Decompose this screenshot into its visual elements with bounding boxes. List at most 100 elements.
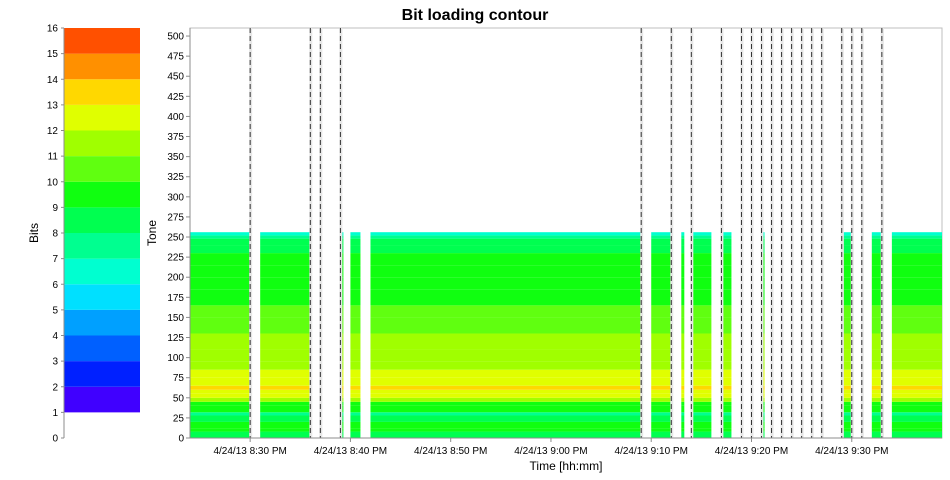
heatmap-band bbox=[691, 253, 712, 266]
heatmap-band bbox=[370, 415, 642, 422]
heatmap-band bbox=[891, 265, 942, 278]
heatmap-band bbox=[691, 415, 712, 422]
heatmap-band bbox=[260, 412, 311, 416]
heatmap-band bbox=[350, 289, 361, 306]
heatmap-band bbox=[350, 393, 361, 398]
heatmap-band bbox=[841, 421, 852, 429]
colorbar-tick-label: 16 bbox=[47, 24, 59, 35]
heatmap-band bbox=[350, 238, 361, 246]
heatmap-band bbox=[350, 265, 361, 278]
heatmap-band bbox=[651, 232, 672, 236]
heatmap-band bbox=[841, 349, 852, 362]
heatmap-band bbox=[681, 238, 685, 246]
heatmap-band bbox=[370, 277, 642, 290]
y-tick-label: 50 bbox=[173, 393, 185, 404]
heatmap-band bbox=[370, 397, 642, 402]
heatmap-band bbox=[721, 421, 732, 429]
heatmap-band bbox=[350, 389, 361, 394]
heatmap-band bbox=[651, 235, 672, 239]
heatmap-band bbox=[651, 415, 672, 422]
heatmap-band bbox=[651, 253, 672, 266]
heatmap-band bbox=[841, 317, 852, 334]
heatmap-band bbox=[260, 369, 311, 378]
heatmap-band bbox=[691, 393, 712, 398]
heatmap-band bbox=[891, 397, 942, 402]
heatmap-band bbox=[891, 401, 942, 406]
heatmap-band bbox=[891, 277, 942, 290]
heatmap-band bbox=[260, 377, 311, 386]
heatmap-band bbox=[681, 401, 685, 406]
heatmap-band bbox=[651, 245, 672, 254]
heatmap-band bbox=[681, 412, 685, 416]
heatmap-band bbox=[871, 289, 882, 306]
heatmap-band bbox=[681, 415, 685, 422]
heatmap-band bbox=[691, 245, 712, 254]
heatmap-band bbox=[681, 232, 685, 236]
colorbar-tick-label: 2 bbox=[52, 382, 58, 393]
heatmap-band bbox=[350, 415, 361, 422]
heatmap-band bbox=[721, 369, 732, 378]
x-tick-label: 4/24/13 8:30 PM bbox=[213, 446, 286, 457]
heatmap-band bbox=[691, 431, 712, 438]
heatmap-band bbox=[691, 397, 712, 402]
colorbar-level-6 bbox=[64, 258, 140, 285]
heatmap-band bbox=[260, 361, 311, 370]
colorbar-level-12 bbox=[64, 104, 140, 131]
heatmap-band bbox=[841, 377, 852, 386]
heatmap-band bbox=[370, 428, 642, 432]
heatmap-band bbox=[350, 412, 361, 416]
heatmap-band bbox=[891, 305, 942, 318]
heatmap-band bbox=[260, 389, 311, 394]
colorbar-tick-label: 13 bbox=[47, 100, 59, 111]
heatmap-band bbox=[891, 289, 942, 306]
heatmap-band bbox=[651, 401, 672, 406]
heatmap-band bbox=[681, 397, 685, 402]
heatmap-band bbox=[871, 317, 882, 334]
colorbar-tick-label: 9 bbox=[52, 203, 58, 214]
heatmap-band bbox=[190, 277, 251, 290]
data-block bbox=[350, 232, 361, 438]
heatmap-band bbox=[651, 431, 672, 438]
heatmap-band bbox=[891, 369, 942, 378]
colorbar-tick-label: 10 bbox=[47, 177, 59, 188]
heatmap-band bbox=[681, 385, 685, 390]
heatmap-band bbox=[891, 238, 942, 246]
heatmap-band bbox=[651, 393, 672, 398]
heatmap-band bbox=[370, 253, 642, 266]
heatmap-band bbox=[350, 253, 361, 266]
colorbar-tick-label: 3 bbox=[52, 357, 58, 368]
heatmap-band bbox=[190, 349, 251, 362]
heatmap-band bbox=[190, 238, 251, 246]
heatmap-band bbox=[871, 385, 882, 390]
heatmap-band bbox=[721, 431, 732, 438]
heatmap-band bbox=[350, 333, 361, 350]
heatmap-band bbox=[891, 253, 942, 266]
heatmap-band bbox=[841, 401, 852, 406]
heatmap-band bbox=[721, 277, 732, 290]
colorbar-level-3 bbox=[64, 335, 140, 362]
heatmap-band bbox=[721, 397, 732, 402]
heatmap-band bbox=[721, 415, 732, 422]
data-block bbox=[651, 232, 672, 438]
colorbar-level-11 bbox=[64, 130, 140, 157]
heatmap-band bbox=[871, 377, 882, 386]
heatmap-band bbox=[651, 385, 672, 390]
heatmap-band bbox=[190, 253, 251, 266]
colorbar-label: Bits bbox=[27, 223, 41, 243]
heatmap-band bbox=[370, 369, 642, 378]
colorbar-level-9 bbox=[64, 181, 140, 208]
heatmap-band bbox=[691, 389, 712, 394]
y-tick-label: 275 bbox=[167, 212, 184, 223]
heatmap-band bbox=[681, 431, 685, 438]
colorbar-tick-label: 8 bbox=[52, 229, 58, 240]
heatmap-band bbox=[841, 393, 852, 398]
heatmap-band bbox=[190, 305, 251, 318]
heatmap-band bbox=[721, 305, 732, 318]
heatmap-band bbox=[721, 245, 732, 254]
data-block bbox=[691, 232, 712, 438]
heatmap-band bbox=[841, 333, 852, 350]
heatmap-band bbox=[190, 317, 251, 334]
heatmap-band bbox=[370, 349, 642, 362]
